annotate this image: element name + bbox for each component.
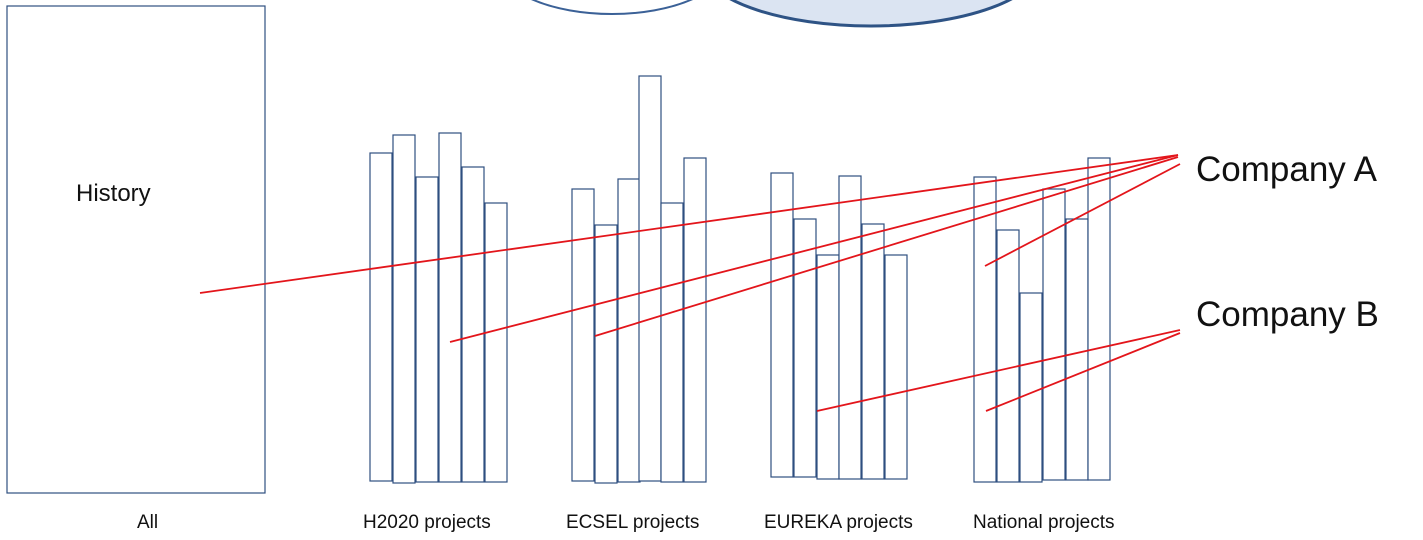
- top-ellipse-left: [531, 0, 693, 15]
- bar: [838, 175, 862, 480]
- company-b-links: [816, 329, 1181, 412]
- bar: [793, 218, 817, 478]
- top-ellipse-right: [729, 0, 1013, 28]
- bar: [816, 254, 840, 480]
- group-label-national: National projects: [973, 512, 1115, 533]
- bar: [617, 178, 641, 483]
- bar: [1087, 157, 1111, 481]
- bar: [484, 202, 508, 483]
- company-b-link-national: [985, 332, 1181, 412]
- company-b-link-eureka: [816, 329, 1181, 412]
- bar: [461, 166, 485, 483]
- bar: [1042, 188, 1066, 481]
- bar: [438, 132, 462, 483]
- bar: [638, 75, 662, 482]
- bar: [1019, 292, 1043, 483]
- company-a-link-history: [199, 154, 1179, 294]
- company-a-link-ecsel: [594, 156, 1179, 337]
- bar: [861, 223, 885, 480]
- company-a-link-national: [984, 163, 1181, 267]
- bar: [660, 202, 684, 483]
- group-label-h2020: H2020 projects: [363, 512, 491, 533]
- bar: [996, 229, 1020, 483]
- company-a-link-h2020: [449, 154, 1179, 343]
- bar: [770, 172, 794, 478]
- history-label: History: [76, 180, 151, 207]
- bar-group-ecsel: [571, 75, 707, 484]
- company-a-label: Company A: [1196, 150, 1377, 189]
- bar: [571, 188, 595, 482]
- bar-group-h2020: [369, 132, 508, 484]
- company-a-links: [199, 154, 1181, 343]
- bar: [392, 134, 416, 484]
- bar: [683, 157, 707, 483]
- top-ellipses: [531, 0, 1013, 28]
- bar: [594, 224, 618, 484]
- bar: [1065, 218, 1089, 481]
- bar-group-eureka: [770, 172, 908, 480]
- all-label: All: [137, 512, 159, 533]
- bar-group-national: [973, 157, 1111, 483]
- bar: [973, 176, 997, 483]
- group-label-eureka: EUREKA projects: [764, 512, 913, 533]
- history-box: [6, 5, 266, 494]
- bar: [369, 152, 393, 482]
- bar: [415, 176, 439, 483]
- company-b-label: Company B: [1196, 295, 1379, 334]
- bar: [884, 254, 908, 480]
- group-label-ecsel: ECSEL projects: [566, 512, 700, 533]
